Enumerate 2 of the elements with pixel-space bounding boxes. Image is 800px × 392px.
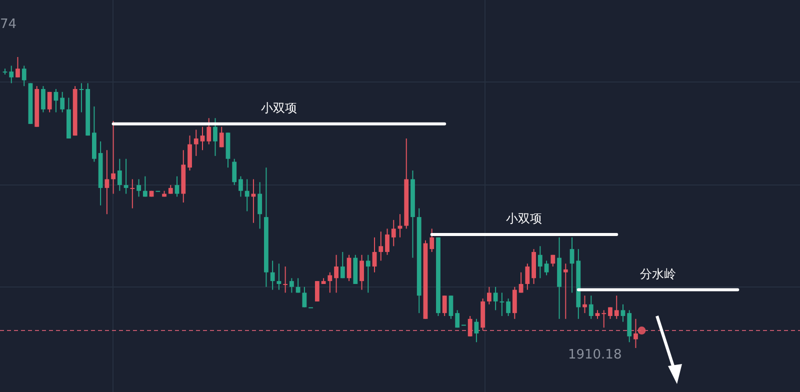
annotation: 1910.18 bbox=[568, 348, 622, 363]
annotation: 74 bbox=[0, 17, 17, 32]
